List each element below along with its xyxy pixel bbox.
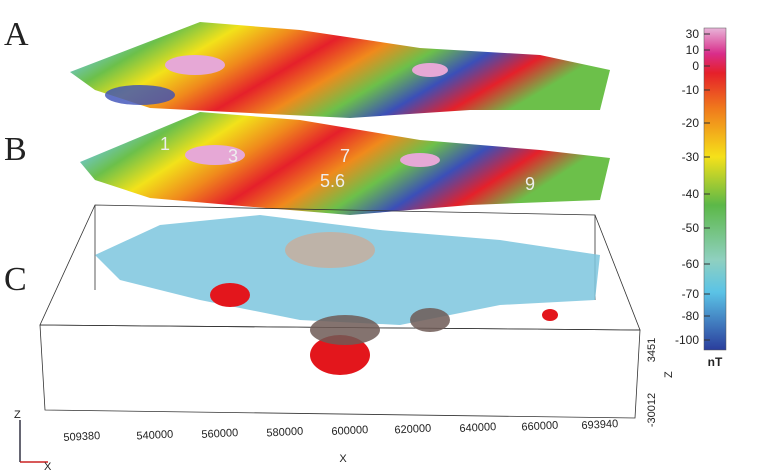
x-tick-label: 540000 xyxy=(136,429,173,443)
anomaly xyxy=(210,283,250,307)
z-tick-label: -30012 xyxy=(646,393,658,427)
colorbar-tick-label: -30 xyxy=(682,150,700,164)
colorbar-tick-label: 10 xyxy=(686,43,700,57)
z-tick-label: 3451 xyxy=(646,338,658,362)
anomaly xyxy=(400,153,440,167)
anomaly xyxy=(412,63,448,77)
annotation: 9 xyxy=(525,174,535,194)
triad-z-label: Z xyxy=(14,409,21,421)
colorbar xyxy=(703,27,727,351)
panel-label: C xyxy=(4,261,27,298)
x-axis-label: X xyxy=(339,453,347,465)
triad-x-label: X xyxy=(44,461,52,472)
x-tick-label: 580000 xyxy=(266,426,303,440)
colorbar-tick-label: -70 xyxy=(682,287,700,301)
colorbar-unit: nT xyxy=(708,355,723,369)
annotation: 1 xyxy=(160,134,170,154)
annotation: 7 xyxy=(340,146,350,166)
surface-b xyxy=(80,112,610,215)
anomaly xyxy=(310,335,370,375)
x-tick-label: 640000 xyxy=(459,421,496,435)
annotation: 3 xyxy=(228,146,238,166)
colorbar-tick-label: -40 xyxy=(682,187,700,201)
x-tick-label: 693940 xyxy=(581,418,618,432)
x-tick-label: 600000 xyxy=(331,424,368,438)
colorbar-tick-label: 0 xyxy=(692,59,699,73)
x-tick-label: 560000 xyxy=(201,427,238,441)
anomaly xyxy=(105,85,175,105)
x-tick-label: 660000 xyxy=(521,420,558,434)
surface-c xyxy=(95,215,600,325)
annotation: 5.6 xyxy=(320,171,345,191)
anomaly xyxy=(165,55,225,75)
colorbar-tick-label: -10 xyxy=(682,83,700,97)
panel-label: A xyxy=(4,16,29,53)
x-tick-label: 509380 xyxy=(63,430,100,444)
surface-a xyxy=(70,22,610,118)
anomaly xyxy=(410,308,450,332)
panel-label: B xyxy=(4,131,27,168)
colorbar-tick-label: -60 xyxy=(682,257,700,271)
anomaly xyxy=(310,315,380,345)
anomaly xyxy=(542,309,558,321)
x-tick-label: 620000 xyxy=(394,423,431,437)
colorbar-tick-label: -20 xyxy=(682,116,700,130)
z-axis-label: Z xyxy=(663,371,675,378)
colorbar-tick-label: 30 xyxy=(686,27,700,41)
anomaly xyxy=(185,145,245,165)
colorbar-tick-label: -50 xyxy=(682,221,700,235)
colorbar-tick-label: -100 xyxy=(675,333,699,347)
anomaly xyxy=(285,232,375,268)
colorbar-tick-label: -80 xyxy=(682,309,700,323)
